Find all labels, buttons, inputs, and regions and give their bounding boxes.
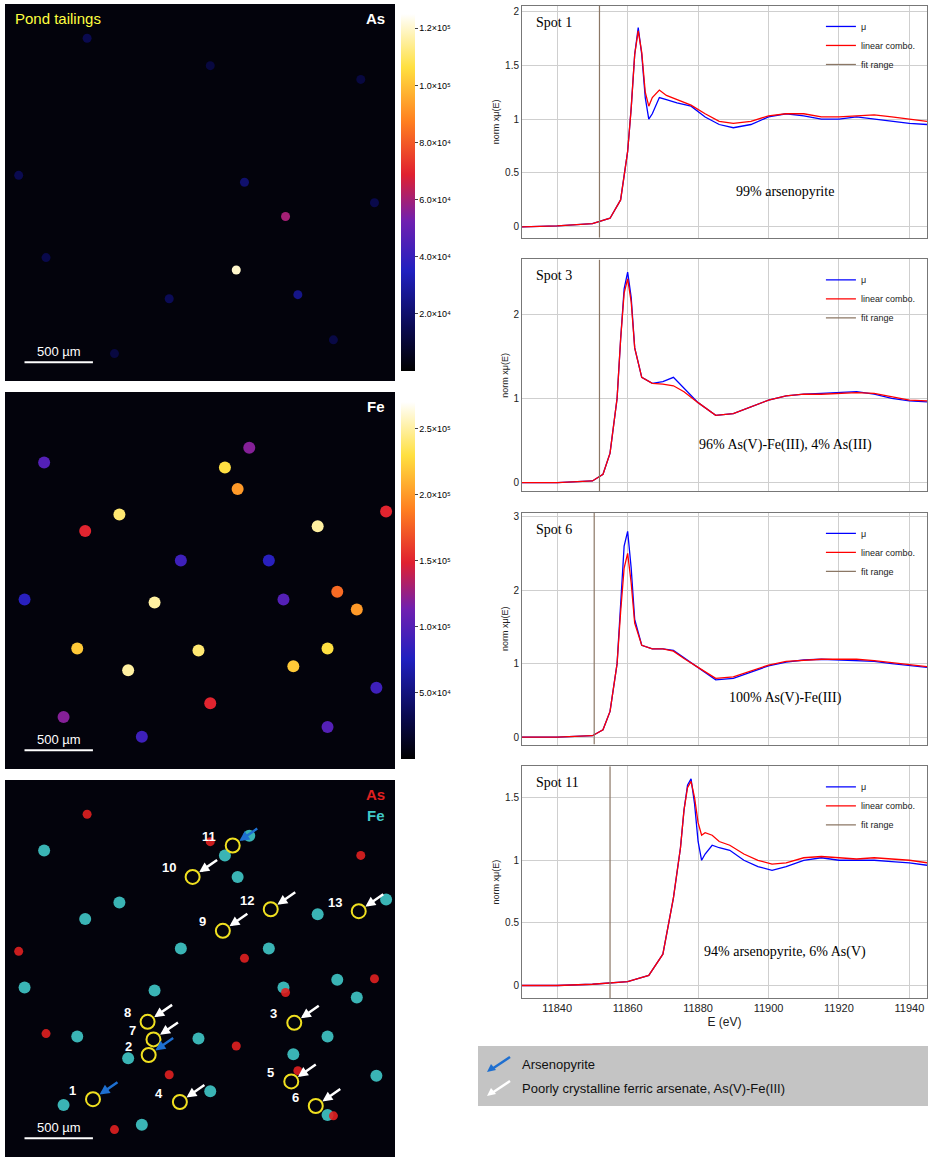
svg-text:As: As bbox=[366, 10, 385, 27]
svg-text:1: 1 bbox=[513, 393, 519, 404]
svg-text:fit range: fit range bbox=[861, 820, 894, 830]
svg-text:linear combo.: linear combo. bbox=[861, 548, 915, 558]
svg-text:norm xμ(E): norm xμ(E) bbox=[500, 606, 510, 651]
svg-text:5: 5 bbox=[267, 1065, 274, 1080]
svg-text:0: 0 bbox=[513, 732, 519, 743]
svg-text:500 µm: 500 µm bbox=[37, 344, 81, 359]
svg-text:99% arsenopyrite: 99% arsenopyrite bbox=[736, 184, 834, 199]
svg-text:6.0×10⁴: 6.0×10⁴ bbox=[419, 195, 451, 205]
svg-text:7: 7 bbox=[129, 1023, 136, 1038]
html-text:Poorly crystalline ferric arse: Poorly crystalline ferric arsenate, As(V… bbox=[522, 1080, 785, 1096]
svg-text:1: 1 bbox=[513, 658, 519, 669]
svg-text:1.2×10⁵: 1.2×10⁵ bbox=[419, 23, 451, 33]
svg-text:2.5×10⁵: 2.5×10⁵ bbox=[419, 424, 451, 434]
svg-text:0: 0 bbox=[513, 980, 519, 991]
svg-text:3: 3 bbox=[513, 511, 519, 522]
svg-text:1: 1 bbox=[513, 114, 519, 125]
svg-text:Spot 6: Spot 6 bbox=[536, 522, 572, 537]
svg-text:6: 6 bbox=[292, 1090, 299, 1105]
svg-text:11900: 11900 bbox=[754, 1002, 784, 1014]
svg-text:100% As(V)-Fe(III): 100% As(V)-Fe(III) bbox=[729, 690, 842, 706]
svg-text:Spot 3: Spot 3 bbox=[536, 268, 572, 283]
svg-text:1.5: 1.5 bbox=[505, 792, 519, 803]
svg-text:500 µm: 500 µm bbox=[37, 732, 81, 747]
svg-text:11840: 11840 bbox=[542, 1002, 572, 1014]
svg-text:2.0×10⁵: 2.0×10⁵ bbox=[419, 490, 451, 500]
svg-text:μ: μ bbox=[861, 529, 866, 539]
svg-text:8.0×10⁴: 8.0×10⁴ bbox=[419, 138, 451, 148]
svg-text:96% As(V)-Fe(III), 4% As(III): 96% As(V)-Fe(III), 4% As(III) bbox=[699, 437, 872, 453]
svg-text:4: 4 bbox=[155, 1086, 163, 1101]
svg-text:2: 2 bbox=[513, 585, 519, 596]
svg-text:Fe: Fe bbox=[367, 807, 385, 824]
svg-text:0.5: 0.5 bbox=[505, 167, 519, 178]
svg-text:norm xμ(E): norm xμ(E) bbox=[500, 353, 510, 398]
svg-text:As: As bbox=[366, 786, 385, 803]
svg-text:linear combo.: linear combo. bbox=[861, 294, 915, 304]
html-text:Arsenopyrite: Arsenopyrite bbox=[522, 1056, 595, 1072]
svg-text:94% arsenopyrite, 6% As(V): 94% arsenopyrite, 6% As(V) bbox=[704, 944, 866, 960]
svg-text:0: 0 bbox=[513, 477, 519, 488]
svg-text:0: 0 bbox=[513, 221, 519, 232]
svg-text:fit range: fit range bbox=[861, 567, 894, 577]
svg-text:2: 2 bbox=[125, 1039, 132, 1054]
svg-text:μ: μ bbox=[861, 275, 866, 285]
svg-text:5.0×10⁴: 5.0×10⁴ bbox=[419, 688, 451, 698]
svg-text:12: 12 bbox=[240, 893, 254, 908]
svg-text:linear combo.: linear combo. bbox=[861, 801, 915, 811]
svg-text:Spot 11: Spot 11 bbox=[536, 775, 579, 790]
svg-text:500 µm: 500 µm bbox=[37, 1120, 81, 1135]
svg-text:1: 1 bbox=[513, 855, 519, 866]
svg-text:8: 8 bbox=[124, 1005, 131, 1020]
svg-text:11940: 11940 bbox=[894, 1002, 924, 1014]
svg-text:0.5: 0.5 bbox=[505, 917, 519, 928]
svg-text:1.0×10⁵: 1.0×10⁵ bbox=[419, 81, 451, 91]
svg-text:norm xμ(E): norm xμ(E) bbox=[491, 99, 501, 144]
svg-text:μ: μ bbox=[861, 782, 866, 792]
svg-text:2: 2 bbox=[513, 6, 519, 17]
svg-text:E (eV): E (eV) bbox=[707, 1015, 741, 1029]
svg-text:fit range: fit range bbox=[861, 60, 894, 70]
svg-text:Pond tailings: Pond tailings bbox=[15, 10, 101, 27]
svg-text:2.0×10⁴: 2.0×10⁴ bbox=[419, 309, 451, 319]
svg-text:11: 11 bbox=[202, 829, 216, 844]
svg-text:fit range: fit range bbox=[861, 313, 894, 323]
svg-text:norm xμ(E): norm xμ(E) bbox=[491, 860, 501, 905]
svg-text:11880: 11880 bbox=[683, 1002, 713, 1014]
svg-text:9: 9 bbox=[199, 914, 206, 929]
svg-text:Fe: Fe bbox=[367, 398, 385, 415]
svg-text:11920: 11920 bbox=[824, 1002, 854, 1014]
svg-text:1: 1 bbox=[69, 1083, 76, 1098]
svg-text:1.5×10⁵: 1.5×10⁵ bbox=[419, 556, 451, 566]
svg-text:Spot 1: Spot 1 bbox=[536, 15, 572, 30]
svg-text:1.0×10⁵: 1.0×10⁵ bbox=[419, 622, 451, 632]
svg-text:μ: μ bbox=[861, 22, 866, 32]
svg-text:3: 3 bbox=[270, 1006, 277, 1021]
svg-text:linear combo.: linear combo. bbox=[861, 41, 915, 51]
svg-text:10: 10 bbox=[162, 860, 176, 875]
svg-text:1.5: 1.5 bbox=[505, 60, 519, 71]
svg-text:13: 13 bbox=[328, 895, 342, 910]
svg-text:11860: 11860 bbox=[613, 1002, 643, 1014]
svg-text:4.0×10⁴: 4.0×10⁴ bbox=[419, 252, 451, 262]
svg-text:2: 2 bbox=[513, 309, 519, 320]
